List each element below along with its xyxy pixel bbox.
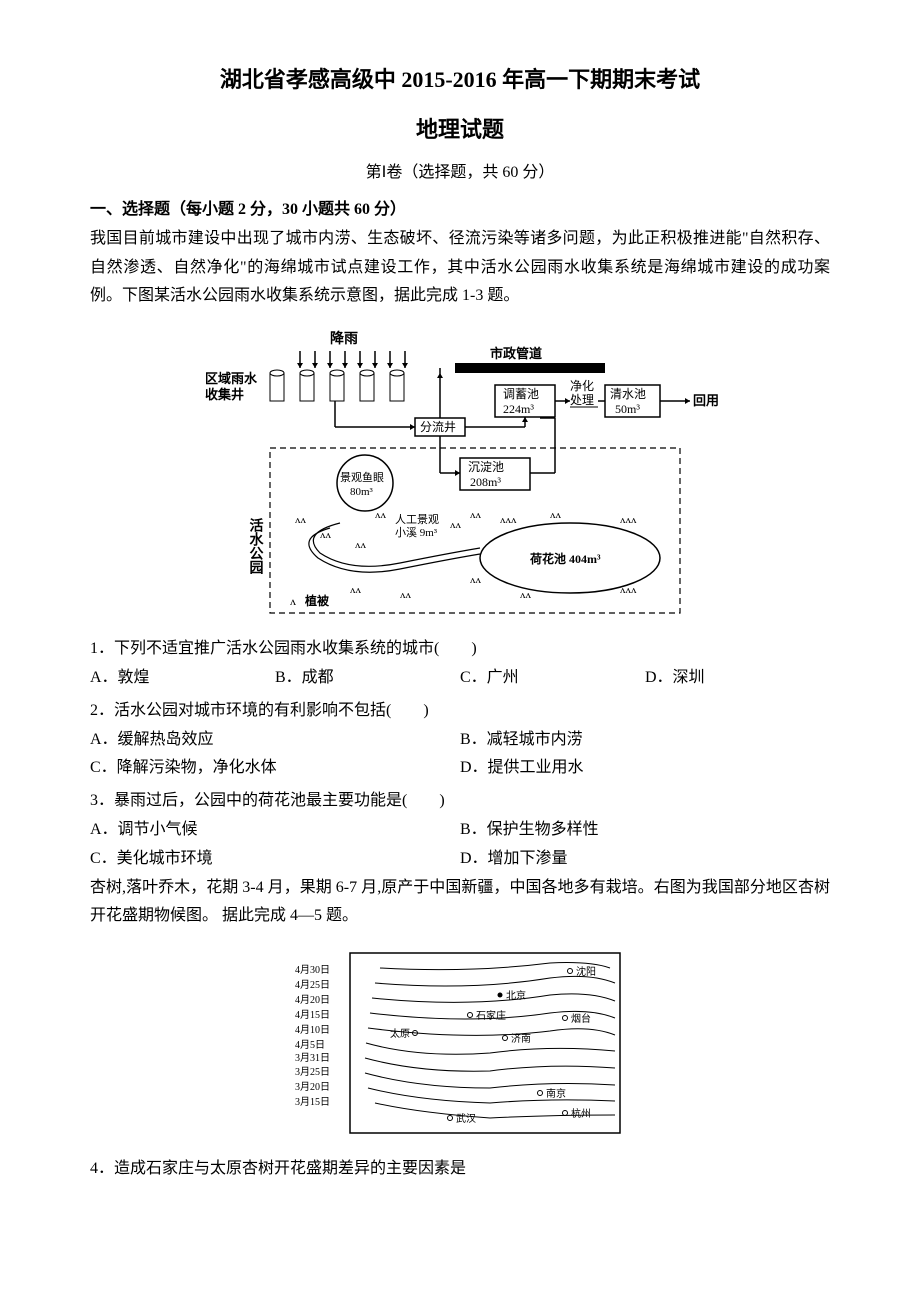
sediment-vol: 208m³	[470, 475, 501, 489]
veg-label: 植被	[304, 593, 330, 608]
svg-text:ʌʌ: ʌʌ	[400, 589, 412, 601]
q3-options: A．调节小气候 B．保护生物多样性 C．美化城市环境 D．增加下渗量	[90, 816, 830, 874]
date-0: 4月30日	[295, 964, 330, 976]
wells-label-2: 收集井	[205, 387, 244, 402]
date-2: 4月20日	[295, 994, 330, 1006]
park-label: 活水公园	[248, 517, 264, 575]
svg-text:ʌʌ: ʌʌ	[350, 584, 362, 596]
passage-1: 我国目前城市建设中出现了城市内涝、生态破坏、径流污染等诸多问题，为此正积极推进能…	[90, 225, 830, 311]
svg-text:ʌʌʌ: ʌʌʌ	[620, 514, 637, 526]
q1-opt-b: B．成都	[275, 664, 460, 693]
veg-legend: ʌ	[290, 594, 296, 608]
svg-text:ʌʌ: ʌʌ	[295, 514, 307, 526]
date-9: 3月15日	[295, 1096, 330, 1108]
clean-vol: 50m³	[615, 402, 640, 416]
diverter-label: 分流井	[420, 420, 456, 434]
date-7: 3月25日	[295, 1066, 330, 1078]
map-phenology: 4月30日 4月25日 4月20日 4月15日 4月10日 4月5日 3月31日…	[90, 943, 830, 1143]
fisheye-label: 景观鱼眼	[340, 470, 384, 484]
q3-opt-c: C．美化城市环境	[90, 845, 460, 874]
city-6: 南京	[546, 1087, 566, 1100]
q1-stem: 1．下列不适宜推广活水公园雨水收集系统的城市( )	[90, 635, 830, 664]
city-2: 石家庄	[476, 1009, 506, 1022]
date-4: 4月10日	[295, 1024, 330, 1036]
title-main: 湖北省孝感高级中 2015-2016 年高一下期期末考试	[90, 60, 830, 100]
rain-arrows	[297, 351, 408, 368]
wells-label-1: 区域雨水	[205, 371, 258, 386]
lotus-label: 荷花池 404m³	[529, 551, 601, 566]
reservoir-vol: 224m³	[503, 402, 534, 416]
well-cylinders	[270, 370, 404, 401]
city-7: 杭州	[571, 1107, 591, 1120]
q3-stem: 3．暴雨过后，公园中的荷花池最主要功能是( )	[90, 787, 830, 816]
clean-label: 清水池	[610, 387, 646, 401]
svg-text:ʌʌ: ʌʌ	[470, 509, 482, 521]
svg-text:ʌʌ: ʌʌ	[355, 539, 367, 551]
q1-opt-c: C．广州	[460, 664, 645, 693]
q3-opt-b: B．保护生物多样性	[460, 816, 830, 845]
date-8: 3月20日	[295, 1081, 330, 1093]
diagram-rainwater: 降雨 区域雨水 收集井	[90, 323, 830, 623]
title-part: 第Ⅰ卷（选择题，共 60 分）	[90, 159, 830, 188]
date-3: 4月15日	[295, 1009, 330, 1021]
svg-text:ʌʌʌ: ʌʌʌ	[500, 514, 517, 526]
svg-text:ʌʌ: ʌʌ	[520, 589, 532, 601]
q1-options: A．敦煌 B．成都 C．广州 D．深圳	[90, 664, 830, 693]
pipeline-label: 市政管道	[490, 346, 542, 361]
city-4: 太原	[390, 1027, 410, 1040]
passage-2: 杏树,落叶乔木，花期 3-4 月，果期 6-7 月,原产于中国新疆，中国各地多有…	[90, 874, 830, 932]
q2-stem: 2．活水公园对城市环境的有利影响不包括( )	[90, 697, 830, 726]
fisheye-vol: 80m³	[350, 486, 374, 498]
city-1: 北京	[506, 989, 526, 1002]
svg-text:ʌʌ: ʌʌ	[375, 509, 387, 521]
city-5: 济南	[511, 1032, 531, 1045]
stream-label-2: 小溪 9m³	[395, 526, 438, 539]
q3-opt-a: A．调节小气候	[90, 816, 460, 845]
stream-label-1: 人工景观	[395, 513, 439, 526]
date-1: 4月25日	[295, 979, 330, 991]
q2-options: A．缓解热岛效应 B．减轻城市内涝 C．降解污染物，净化水体 D．提供工业用水	[90, 726, 830, 784]
purify-label-1: 净化	[570, 379, 594, 393]
city-0: 沈阳	[576, 965, 596, 978]
rain-label: 降雨	[330, 330, 358, 347]
q2-opt-b: B．减轻城市内涝	[460, 726, 830, 755]
city-3: 烟台	[571, 1012, 591, 1025]
city-8: 武汉	[456, 1112, 476, 1125]
svg-text:ʌʌ: ʌʌ	[550, 509, 562, 521]
q1-opt-d: D．深圳	[645, 664, 830, 693]
date-6: 3月31日	[295, 1052, 330, 1064]
purify-label-2: 处理	[570, 393, 594, 407]
title-sub: 地理试题	[90, 110, 830, 150]
svg-text:ʌʌ: ʌʌ	[450, 519, 462, 531]
q2-opt-a: A．缓解热岛效应	[90, 726, 460, 755]
q3-opt-d: D．增加下渗量	[460, 845, 830, 874]
sediment-label: 沉淀池	[468, 460, 504, 474]
date-5: 4月5日	[295, 1039, 325, 1051]
q2-opt-d: D．提供工业用水	[460, 754, 830, 783]
q1-opt-a: A．敦煌	[90, 664, 275, 693]
svg-text:ʌʌ: ʌʌ	[320, 529, 332, 541]
pipeline-rect	[455, 363, 605, 373]
reuse-label: 回用	[693, 393, 719, 408]
svg-text:ʌʌ: ʌʌ	[470, 574, 482, 586]
reservoir-label: 调蓄池	[503, 387, 539, 401]
q2-opt-c: C．降解污染物，净化水体	[90, 754, 460, 783]
q4-stem: 4．造成石家庄与太原杏树开花盛期差异的主要因素是	[90, 1155, 830, 1184]
section-heading: 一、选择题（每小题 2 分，30 小题共 60 分）	[90, 196, 830, 225]
svg-text:ʌʌʌ: ʌʌʌ	[620, 584, 637, 596]
